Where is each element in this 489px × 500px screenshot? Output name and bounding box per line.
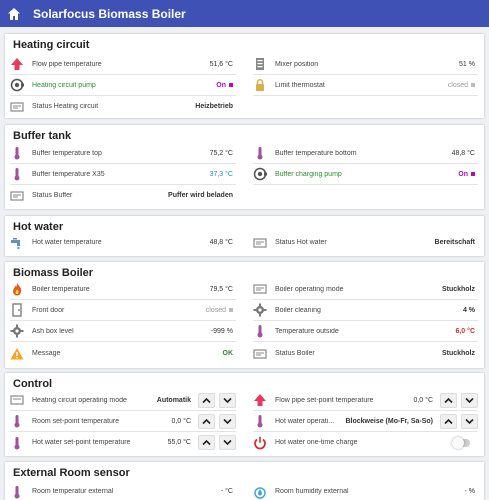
increase-button[interactable] bbox=[198, 392, 215, 408]
biomass-boiler-card: Biomass Boiler Boiler temperature 79,5 °… bbox=[5, 262, 484, 368]
arrow-up-icon bbox=[253, 393, 267, 407]
thermometer-icon bbox=[10, 146, 24, 160]
chevron-up-icon bbox=[202, 397, 211, 403]
pump-icon bbox=[253, 167, 267, 181]
hw-mode-row: Hot water operati... Blockweise (Mo-Fr, … bbox=[253, 411, 478, 432]
thermometer-icon bbox=[253, 414, 267, 428]
decrease-button[interactable] bbox=[461, 392, 478, 408]
pump-icon bbox=[10, 78, 24, 92]
flame-icon bbox=[10, 282, 24, 296]
warning-icon bbox=[10, 347, 24, 361]
hw-temp-row: Hot water temperature 48,8 °C bbox=[10, 232, 236, 253]
list-icon bbox=[10, 393, 24, 407]
buffer-x35-row: Buffer temperature X35 37,3 °C bbox=[10, 164, 236, 185]
decrease-button[interactable] bbox=[461, 413, 478, 429]
chevron-up-icon bbox=[444, 397, 453, 403]
thermometer-icon bbox=[10, 167, 24, 181]
list-icon bbox=[253, 236, 267, 250]
list-icon bbox=[253, 282, 267, 296]
door-icon bbox=[10, 303, 24, 317]
chevron-down-icon bbox=[223, 418, 232, 424]
buffer-tank-card: Buffer tank Buffer temperature top 75,2 … bbox=[5, 125, 484, 209]
hw-charge-toggle[interactable] bbox=[452, 436, 470, 449]
card-title: External Room sensor bbox=[13, 467, 130, 479]
status-badge: closed bbox=[206, 307, 233, 314]
flow-setpoint-row: Flow pipe set-point temperature 0,0 °C bbox=[253, 390, 478, 411]
status-badge: On bbox=[458, 171, 475, 178]
chevron-down-icon bbox=[223, 439, 232, 446]
card-title: Buffer tank bbox=[13, 130, 72, 142]
limit-row: Limit thermostat closed bbox=[253, 75, 478, 96]
home-icon[interactable] bbox=[7, 7, 21, 21]
mixer-row: Mixer position 51 % bbox=[253, 54, 478, 75]
thermometer-icon bbox=[10, 414, 24, 428]
thermometer-icon bbox=[253, 324, 267, 338]
buffer-bottom-row: Buffer temperature bottom 48,8 °C bbox=[253, 143, 478, 164]
hc-status-row: Status Heating circuit Heizbetrieb bbox=[10, 96, 236, 117]
thermometer-icon bbox=[253, 146, 267, 160]
hw-charge-row: Hot water one-time charge bbox=[253, 432, 478, 453]
chevron-down-icon bbox=[223, 397, 232, 403]
hc-mode-row: Heating circuit operating mode Automatik bbox=[10, 390, 236, 411]
outside-temp-row: Temperature outside 6,0 °C bbox=[253, 321, 478, 342]
increase-button[interactable] bbox=[198, 435, 215, 450]
mixer-icon bbox=[253, 57, 267, 71]
list-icon bbox=[10, 100, 24, 114]
gear-icon bbox=[253, 303, 267, 317]
boiler-temp-row: Boiler temperature 79,5 °C bbox=[10, 279, 236, 300]
chevron-up-icon bbox=[202, 439, 211, 446]
chevron-down-icon bbox=[465, 418, 474, 424]
room-temp-row: Room temperatur external - °C bbox=[10, 481, 236, 500]
faucet-icon bbox=[10, 236, 24, 250]
card-title: Control bbox=[13, 378, 53, 390]
boiler-mode-row: Boiler operating mode Stuckholz bbox=[253, 279, 478, 300]
arrow-up-icon bbox=[10, 57, 24, 71]
boiler-status-row: Status Boiler Stuckholz bbox=[253, 343, 478, 364]
buffer-pump-row: Buffer charging pump On bbox=[253, 164, 478, 185]
status-badge: closed bbox=[448, 82, 475, 89]
message-row: Message OK bbox=[10, 343, 236, 364]
card-title: Hot water bbox=[13, 221, 64, 233]
heating-circuit-card: Heating circuit Flow pipe temperature 51… bbox=[5, 34, 484, 118]
front-door-row: Front door closed bbox=[10, 300, 236, 321]
hw-setpoint-row: Hot water set-point temperature 55,0 °C bbox=[10, 432, 236, 453]
chevron-down-icon bbox=[465, 397, 474, 403]
toggle-knob bbox=[452, 436, 464, 449]
card-title: Biomass Boiler bbox=[13, 267, 94, 279]
humidity-icon bbox=[253, 485, 267, 499]
thermometer-icon bbox=[10, 436, 24, 450]
list-icon bbox=[10, 189, 24, 203]
chevron-up-icon bbox=[202, 418, 211, 424]
app-bar: Solarfocus Biomass Boiler bbox=[0, 0, 489, 27]
hc-pump-row: Heating circuit pump On bbox=[10, 75, 236, 96]
chevron-up-icon bbox=[444, 418, 453, 424]
card-title: Heating circuit bbox=[13, 39, 90, 51]
boiler-cleaning-row: Boiler cleaning 4 % bbox=[253, 300, 478, 321]
flow-temp-row: Flow pipe temperature 51,6 °C bbox=[10, 54, 236, 75]
increase-button[interactable] bbox=[440, 392, 457, 408]
ash-box-row: Ash box level -999 % bbox=[10, 321, 236, 342]
lock-icon bbox=[253, 78, 267, 92]
external-room-sensor-card: External Room sensor Room temperatur ext… bbox=[5, 462, 484, 500]
increase-button[interactable] bbox=[198, 413, 215, 429]
hw-status-row: Status Hot water Bereitschaft bbox=[253, 232, 478, 253]
buffer-top-row: Buffer temperature top 75,2 °C bbox=[10, 143, 236, 164]
buffer-status-row: Status Buffer Puffer wird beladen bbox=[10, 185, 236, 206]
hot-water-card: Hot water Hot water temperature 48,8 °C … bbox=[5, 216, 484, 256]
app-title: Solarfocus Biomass Boiler bbox=[33, 6, 186, 21]
status-badge: On bbox=[216, 82, 233, 89]
control-card: Control Heating circuit operating mode A… bbox=[5, 373, 484, 456]
gear-icon bbox=[10, 324, 24, 338]
room-setpoint-row: Room set-point temperature 0,0 °C bbox=[10, 411, 236, 432]
decrease-button[interactable] bbox=[219, 413, 236, 429]
decrease-button[interactable] bbox=[219, 435, 236, 450]
room-humidity-row: Room humidity external - % bbox=[253, 481, 478, 500]
thermometer-icon bbox=[10, 485, 24, 499]
decrease-button[interactable] bbox=[219, 392, 236, 408]
list-icon bbox=[253, 347, 267, 361]
increase-button[interactable] bbox=[440, 413, 457, 429]
power-icon bbox=[253, 436, 267, 450]
